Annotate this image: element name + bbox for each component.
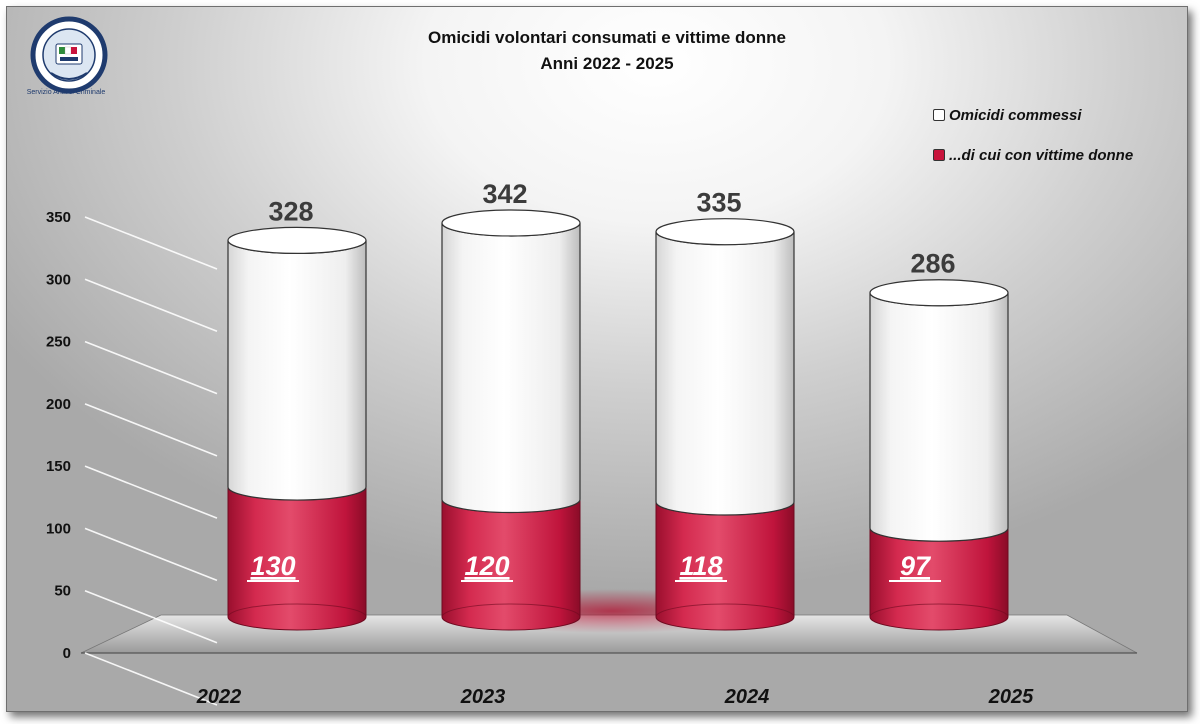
bar-women-2025 bbox=[869, 528, 1009, 631]
legend-item-total: Omicidi commessi bbox=[933, 103, 1187, 127]
value-label-women-2023: 120 bbox=[464, 551, 509, 581]
bar-women-back-edge bbox=[655, 603, 795, 618]
value-label-total-2023: 342 bbox=[482, 179, 527, 209]
plot-area: 0 50 100 150 200 250 300 350 328 130 2022 342 120 202… bbox=[46, 179, 1138, 708]
bar-total-2022 bbox=[227, 240, 367, 501]
gridline bbox=[84, 589, 218, 644]
y-tick-label: 350 bbox=[46, 209, 71, 226]
value-label-women-2022: 130 bbox=[250, 551, 295, 581]
value-label-total-2025: 286 bbox=[910, 249, 955, 279]
bar-total-top-2025 bbox=[869, 279, 1009, 307]
gridline bbox=[84, 465, 218, 519]
x-tick-label-2024: 2024 bbox=[724, 686, 770, 708]
legend: Omicidi commessi ...di cui con vittime d… bbox=[933, 103, 1187, 183]
logo-caption: Servizio Analisi Criminale bbox=[26, 89, 106, 96]
police-logo-icon bbox=[30, 16, 108, 94]
chart-title: Omicidi volontari consumati e vittime do… bbox=[427, 28, 786, 47]
x-tick-label-2022: 2022 bbox=[196, 686, 242, 708]
gridline bbox=[84, 652, 218, 706]
bar-total-top-2022 bbox=[227, 226, 367, 255]
bar-total-2025 bbox=[869, 292, 1009, 542]
bar-group-2022: 328 130 bbox=[227, 196, 367, 631]
gridline bbox=[84, 340, 218, 395]
bar-total-top-2024 bbox=[655, 218, 795, 246]
bar-women-back-edge bbox=[441, 603, 581, 618]
value-label-women-2025: 97 bbox=[900, 551, 932, 581]
value-label-women-2024: 118 bbox=[679, 551, 722, 581]
y-tick-label: 200 bbox=[46, 396, 71, 413]
gridline bbox=[84, 216, 218, 270]
x-tick-label-2023: 2023 bbox=[460, 686, 506, 708]
y-tick-label: 100 bbox=[46, 520, 71, 537]
legend-swatch-total bbox=[933, 109, 945, 121]
bar-total-2024 bbox=[655, 231, 795, 516]
bar-women-back-edge bbox=[227, 603, 367, 618]
y-tick-label: 250 bbox=[46, 334, 71, 351]
value-label-total-2022: 328 bbox=[268, 196, 313, 226]
y-tick-label: 0 bbox=[63, 645, 71, 662]
legend-swatch-women bbox=[933, 149, 945, 161]
bar-women-2024 bbox=[655, 501, 795, 631]
bar-women-2023 bbox=[441, 499, 581, 631]
gridline bbox=[84, 278, 218, 333]
y-tick-label: 50 bbox=[54, 583, 71, 600]
bar-total-top-2023 bbox=[441, 209, 581, 237]
gridline bbox=[84, 403, 218, 457]
bar-group-2025: 286 97 bbox=[869, 249, 1009, 631]
x-tick-label-2025: 2025 bbox=[988, 686, 1034, 708]
legend-label-total: Omicidi commessi bbox=[949, 106, 1082, 124]
chart-title-block: Omicidi volontari consumati e vittime do… bbox=[307, 25, 907, 77]
legend-label-women: ...di cui con vittime donne bbox=[949, 146, 1134, 164]
bar-total-2023 bbox=[441, 222, 581, 514]
bar-group-2023: 342 120 bbox=[441, 179, 581, 631]
chart-frame: Servizio Analisi Criminale Omicidi volon… bbox=[6, 6, 1188, 712]
chart-subtitle: Anni 2022 - 2025 bbox=[540, 54, 674, 73]
gridline bbox=[84, 527, 218, 582]
legend-item-women: ...di cui con vittime donne bbox=[933, 143, 1187, 167]
y-tick-label: 300 bbox=[46, 271, 71, 288]
value-label-total-2024: 335 bbox=[696, 188, 741, 218]
bar-women-back-edge bbox=[869, 603, 1009, 618]
y-tick-label: 150 bbox=[46, 458, 71, 475]
bar-women-2022 bbox=[227, 486, 367, 631]
bar-group-2024: 335 118 bbox=[655, 188, 795, 631]
